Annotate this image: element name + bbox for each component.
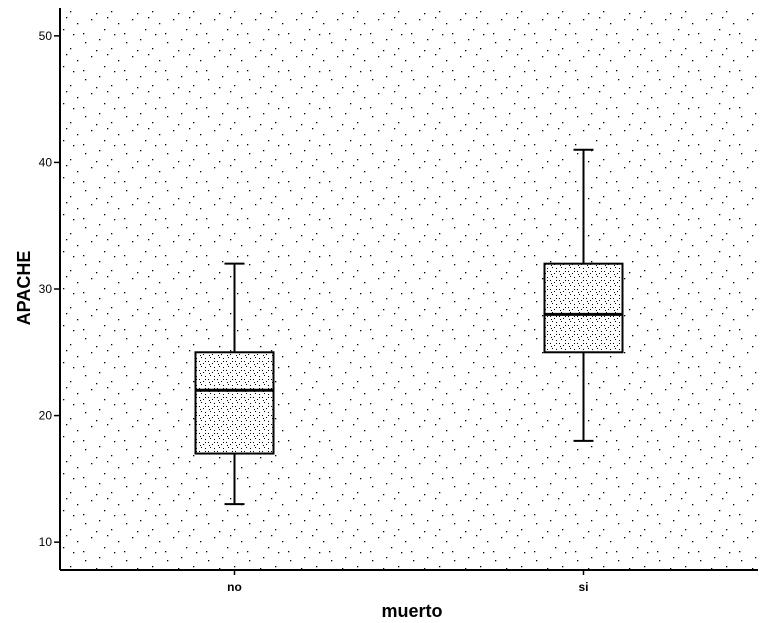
x-tick-label: no xyxy=(227,580,242,594)
y-tick-label: 50 xyxy=(39,29,53,43)
y-tick-label: 40 xyxy=(39,155,53,169)
y-tick-label: 20 xyxy=(39,409,53,423)
x-tick-label: si xyxy=(578,580,588,594)
x-axis: no si xyxy=(60,569,758,594)
iqr-box xyxy=(543,262,624,354)
x-axis-title: muerto xyxy=(381,601,442,621)
box-no xyxy=(194,262,275,506)
plot-area xyxy=(60,8,758,570)
iqr-box xyxy=(194,351,275,455)
box-series xyxy=(194,148,624,506)
box-si xyxy=(543,148,624,442)
y-tick-label: 30 xyxy=(39,282,53,296)
y-tick-label: 10 xyxy=(39,535,53,549)
y-axis: 10 20 30 40 50 xyxy=(39,8,61,570)
y-axis-title: APACHE xyxy=(14,251,34,326)
